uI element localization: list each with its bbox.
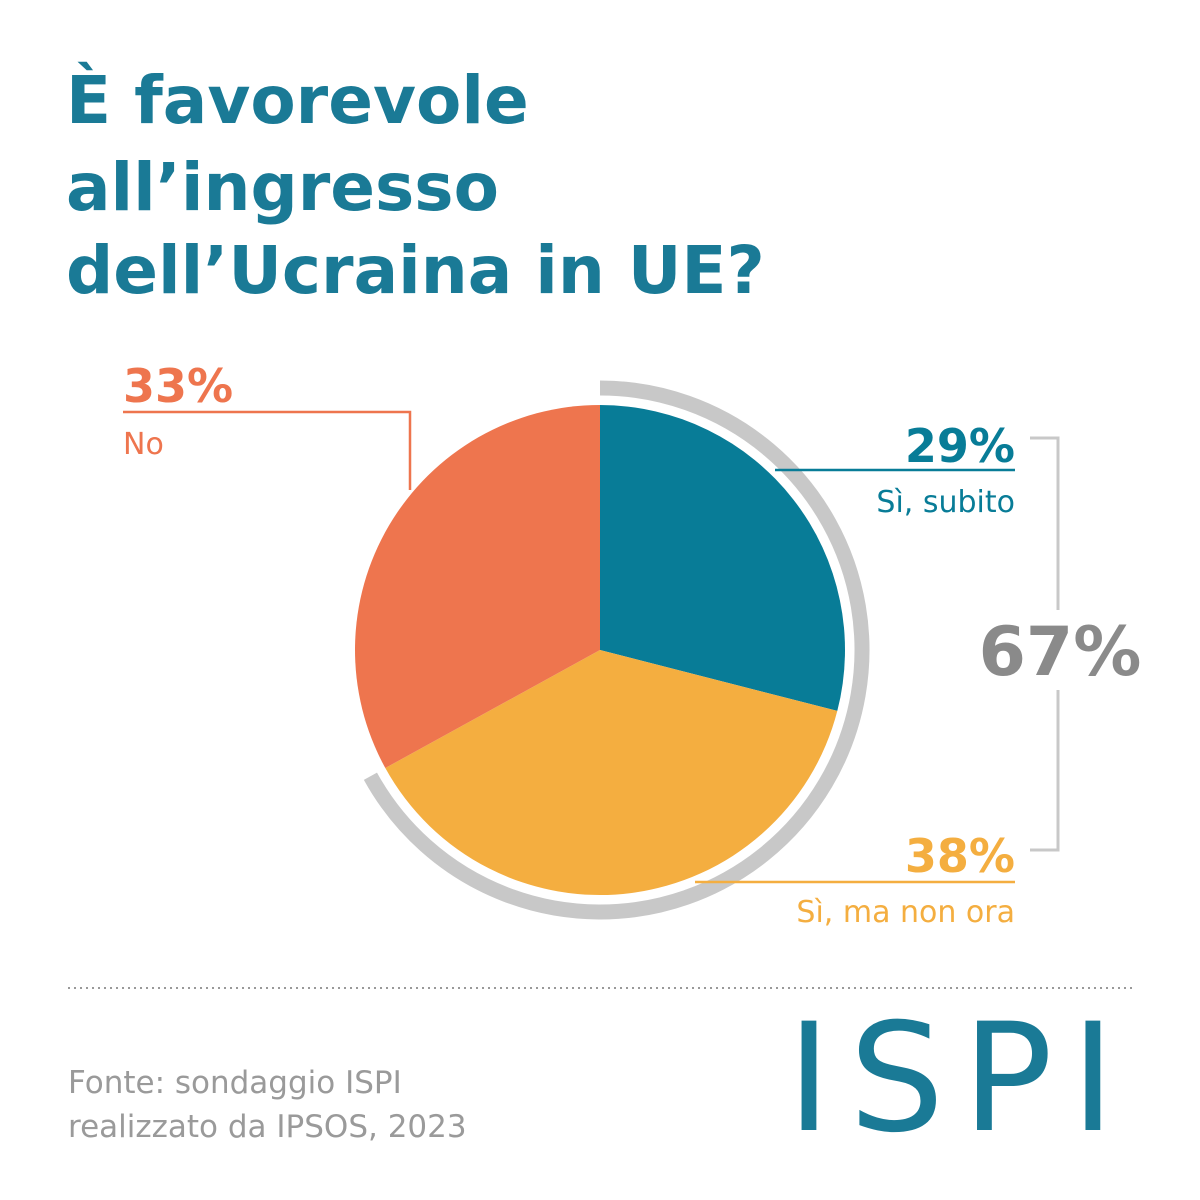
category-label: No [123,427,164,462]
logo: ISPI [787,992,1133,1166]
pie-slice [385,650,838,895]
bracket-gap [1040,610,1080,690]
source-line: realizzato da IPSOS, 2023 [68,1109,467,1145]
category-label: Sì, subito [876,485,1015,520]
title-line: dell’Ucraina in UE? [66,232,765,309]
title-line: È favorevole [66,61,529,139]
source-line: Fonte: sondaggio ISPI [68,1065,402,1101]
value-label: 38% [905,829,1015,883]
group-label: 67% [979,613,1142,692]
value-label: 29% [905,419,1015,473]
title: È favorevole all’ingresso dell’Ucraina i… [66,61,765,309]
group-arc [363,380,870,920]
pie-slice [355,405,600,769]
value-label: 33% [123,359,233,413]
title-line: all’ingresso [66,149,499,226]
category-label: Sì, ma non ora [796,895,1015,930]
leader-line [123,410,412,490]
pie-slice [600,405,845,711]
source: Fonte: sondaggio ISPI realizzato da IPSO… [68,1065,467,1145]
